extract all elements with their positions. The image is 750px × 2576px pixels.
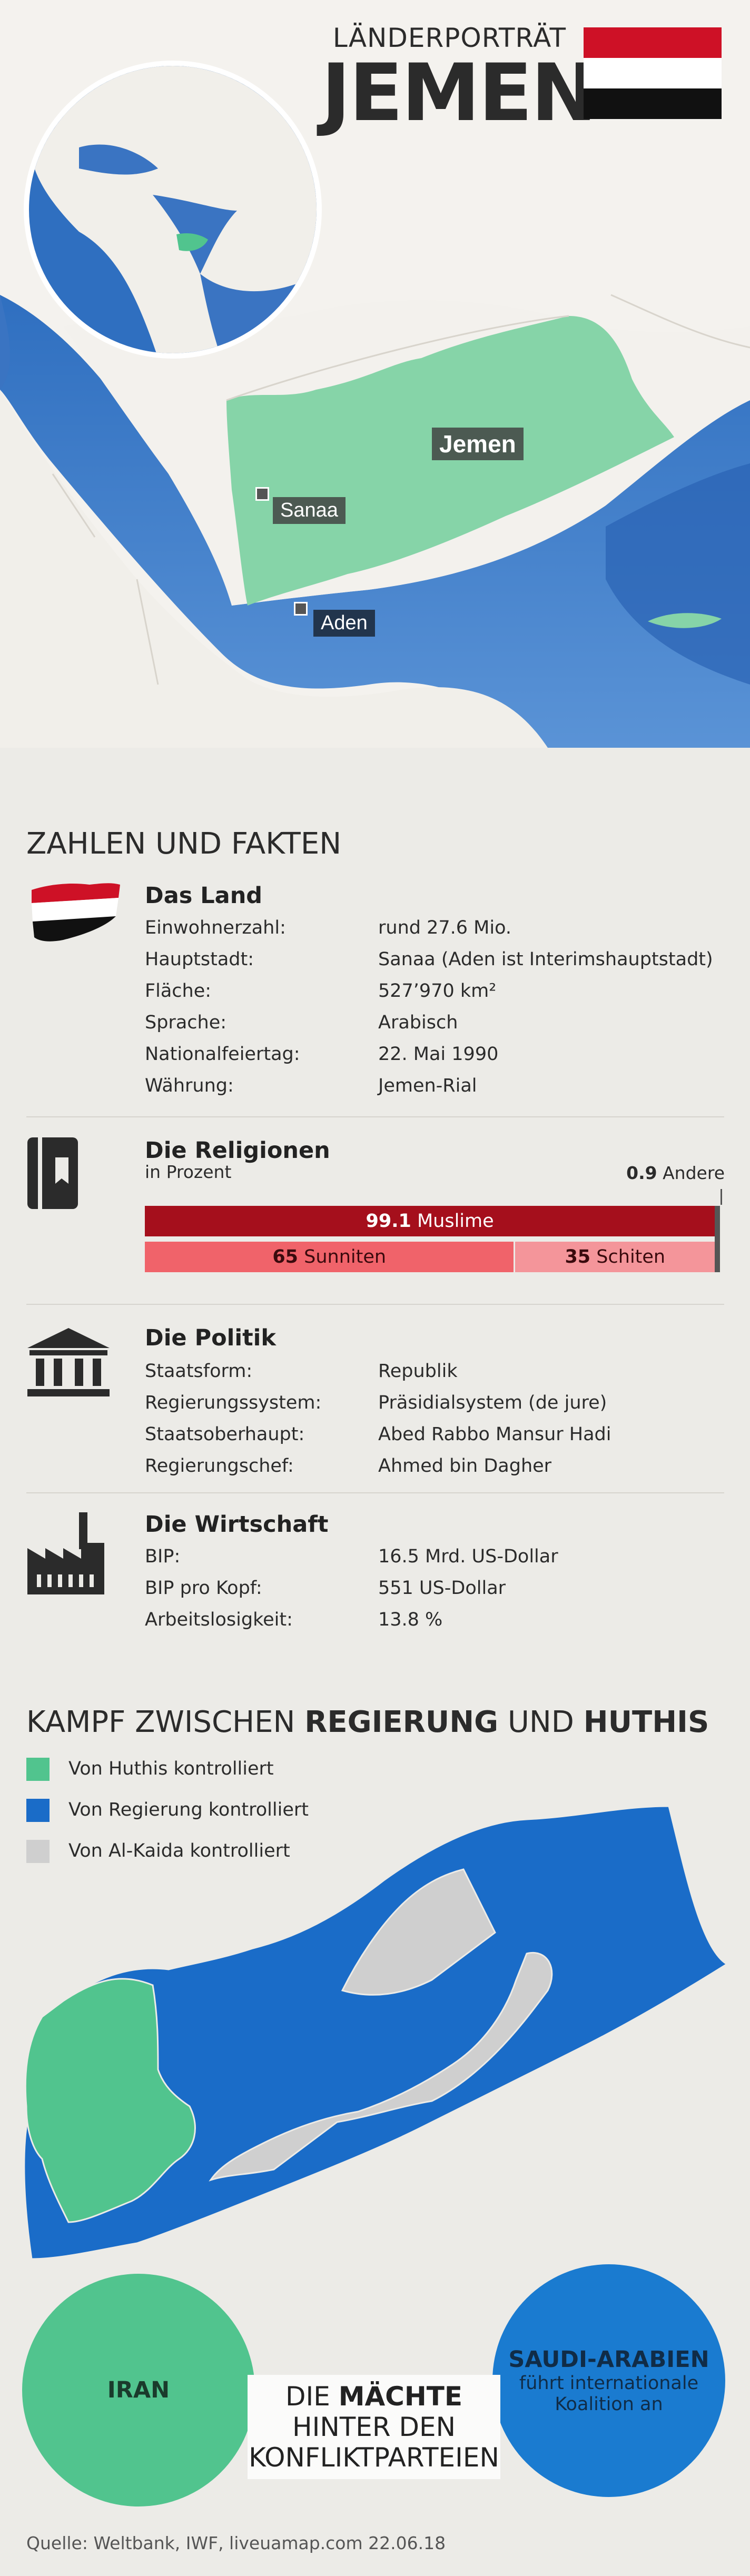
city-marker-aden bbox=[294, 602, 308, 616]
saudi-label: SAUDI-ARABIEN bbox=[508, 2346, 709, 2373]
bar-sunniten: 65 Sunniten bbox=[145, 1242, 514, 1272]
land-row: Währung: Jemen-Rial bbox=[145, 1075, 477, 1096]
land-row: Einwohnerzahl: rund 27.6 Mio. bbox=[145, 917, 511, 938]
sea-area bbox=[0, 295, 750, 748]
page-title: JEMEN bbox=[321, 47, 597, 139]
control-map bbox=[23, 1805, 728, 2260]
country-silhouette-icon bbox=[32, 883, 120, 942]
religion-subtitle: in Prozent bbox=[145, 1162, 232, 1182]
land-row: Hauptstadt: Sanaa (Aden ist Interimshaupt… bbox=[145, 949, 713, 970]
land-row: Sprache: Arabisch bbox=[145, 1012, 458, 1033]
region-map bbox=[0, 0, 750, 748]
religion-other-tick bbox=[721, 1189, 722, 1205]
header-title-block: LÄNDERPORTRÄT JEMEN bbox=[321, 22, 597, 139]
legend-swatch bbox=[26, 1799, 50, 1822]
saudi-sub-2: Koalition an bbox=[555, 2394, 663, 2415]
source-note: Quelle: Weltbank, IWF, liveuamap.com 22.… bbox=[26, 2533, 446, 2553]
economy-title: Die Wirtschaft bbox=[145, 1511, 329, 1538]
hero-map: LÄNDERPORTRÄT JEMEN Jemen Sanaa Aden bbox=[0, 0, 750, 748]
powers-caption: DIE MÄCHTE HINTER DEN KONFLIKTPARTEIEN bbox=[248, 2375, 500, 2479]
bar-muslime: 99.1 Muslime bbox=[145, 1206, 715, 1236]
header-kicker: LÄNDERPORTRÄT bbox=[332, 23, 566, 53]
legend-swatch bbox=[26, 1840, 50, 1863]
divider bbox=[26, 1304, 724, 1305]
religion-other-label: 0.9 Andere bbox=[626, 1163, 725, 1183]
divider bbox=[26, 1492, 724, 1493]
iran-circle: IRAN bbox=[22, 2274, 255, 2506]
legend-swatch bbox=[26, 1758, 50, 1781]
government-building-icon bbox=[27, 1328, 110, 1396]
conflict-section-title: KAMPF ZWISCHEN REGIERUNG UND HUTHIS bbox=[26, 1705, 709, 1739]
politics-row: Regierungssystem: Präsidialsystem (de jur… bbox=[145, 1392, 607, 1413]
politics-row: Staatsoberhaupt: Abed Rabbo Mansur Hadi bbox=[145, 1424, 611, 1445]
region-government bbox=[23, 1805, 728, 2260]
iran-label: IRAN bbox=[107, 2377, 170, 2403]
bar-andere bbox=[715, 1206, 720, 1272]
yemen-flag bbox=[584, 27, 722, 120]
yemen-shape bbox=[226, 316, 674, 606]
saudi-sub-1: führt internationale bbox=[519, 2373, 699, 2394]
map-label-country: Jemen bbox=[432, 428, 524, 460]
economy-row: BIP pro Kopf: 551 US-Dollar bbox=[145, 1578, 506, 1599]
city-marker-sanaa bbox=[255, 487, 269, 501]
region-alqaida bbox=[341, 1868, 496, 1996]
map-label-sanaa: Sanaa bbox=[273, 497, 346, 524]
legend-item-alqaida: Von Al-Kaida kontrolliert bbox=[26, 1840, 290, 1863]
land-row: Nationalfeiertag: 22. Mai 1990 bbox=[145, 1044, 499, 1065]
divider bbox=[26, 1116, 724, 1117]
politics-row: Staatsform: Republik bbox=[145, 1361, 458, 1382]
politics-title: Die Politik bbox=[145, 1325, 276, 1351]
saudi-circle: SAUDI-ARABIEN führt internationale Koali… bbox=[492, 2264, 725, 2497]
religion-title: Die Religionen bbox=[145, 1137, 330, 1164]
facts-section-title: ZAHLEN UND FAKTEN bbox=[26, 827, 342, 861]
land-title: Das Land bbox=[145, 883, 263, 909]
legend-item-government: Von Regierung kontrolliert bbox=[26, 1799, 309, 1822]
region-huthis bbox=[24, 1978, 196, 2223]
economy-row: Arbeitslosigkeit: 13.8 % bbox=[145, 1609, 443, 1630]
politics-row: Regierungschef: Ahmed bin Dagher bbox=[145, 1455, 552, 1477]
factory-icon bbox=[27, 1512, 104, 1594]
economy-row: BIP: 16.5 Mrd. US-Dollar bbox=[145, 1546, 558, 1567]
map-label-aden: Aden bbox=[313, 610, 375, 637]
bar-schiten: 35 Schiten bbox=[515, 1242, 715, 1272]
legend-item-huthis: Von Huthis kontrolliert bbox=[26, 1758, 274, 1781]
book-icon bbox=[27, 1137, 78, 1209]
land-row: Fläche: 527’970 km² bbox=[145, 980, 497, 1002]
